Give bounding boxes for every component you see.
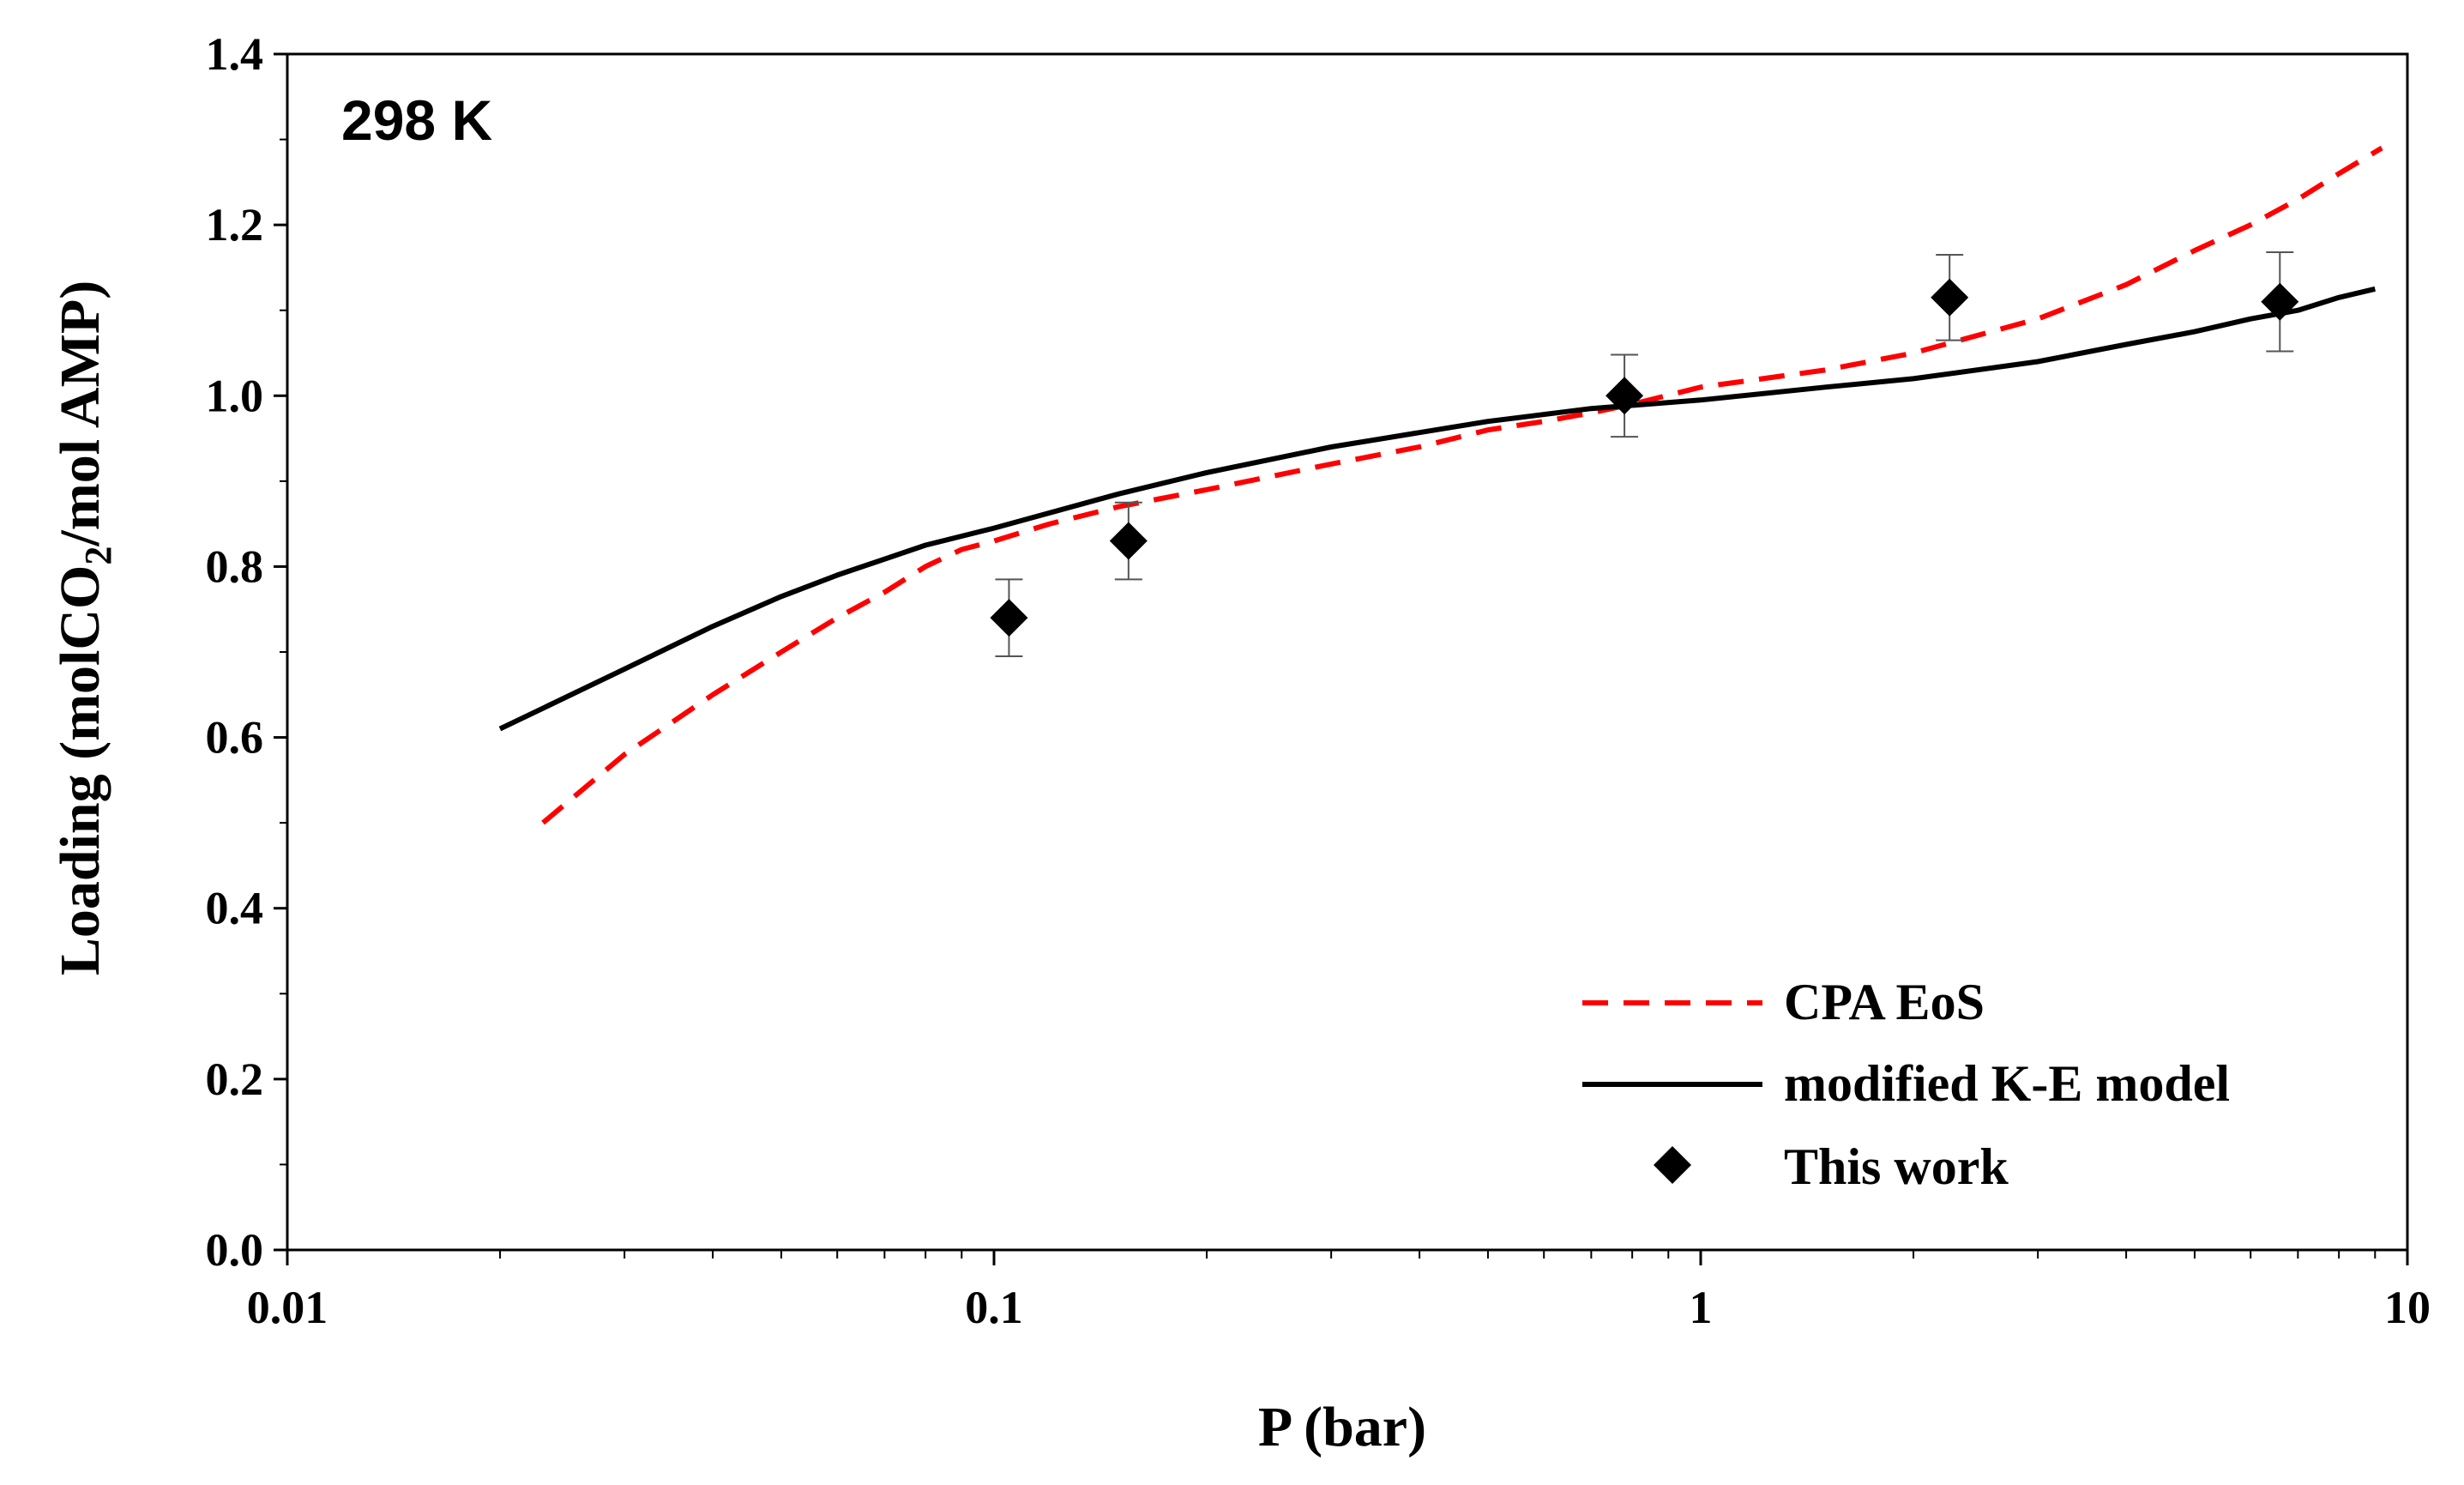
x-minor-ticks bbox=[499, 1250, 2377, 1259]
x-tick-label: 0.01 bbox=[247, 1282, 328, 1333]
series-line-cpa-eos bbox=[541, 145, 2383, 825]
y-tick-label: 0.2 bbox=[206, 1053, 264, 1105]
data-point-diamond bbox=[2261, 282, 2299, 321]
x-tick-label: 10 bbox=[2384, 1282, 2431, 1333]
temperature-annotation: 298 K bbox=[341, 88, 492, 152]
y-axis-title-subscript: 2 bbox=[77, 546, 119, 565]
legend-label-cpa-eos: CPA EoS bbox=[1784, 974, 1985, 1030]
y-tick-label: 0.0 bbox=[206, 1224, 264, 1276]
x-axis: 0.01 0.1 1 10 bbox=[247, 1250, 2431, 1333]
legend-label-this-work: This work bbox=[1784, 1138, 2009, 1195]
data-point-diamond bbox=[990, 599, 1028, 637]
y-tick-label: 0.6 bbox=[206, 712, 264, 764]
legend-label-modified-ke-model: modified K-E model bbox=[1784, 1055, 2230, 1112]
x-tick-label: 1 bbox=[1690, 1282, 1713, 1333]
series-layer bbox=[498, 145, 2383, 825]
data-point-diamond bbox=[1109, 522, 1148, 560]
data-point-diamond bbox=[1931, 278, 1969, 317]
y-tick-label: 1.4 bbox=[206, 28, 264, 80]
y-axis-title: Loading (molCO2/mol AMP) bbox=[49, 281, 119, 975]
legend-marker-diamond bbox=[1654, 1146, 1691, 1184]
y-tick-label: 0.4 bbox=[206, 883, 264, 934]
y-axis: 0.0 0.2 0.4 0.6 0.8 1.0 1.2 1.4 bbox=[206, 28, 287, 1276]
y-axis-title-suffix: /mol AMP) bbox=[49, 281, 111, 547]
data-point-diamond bbox=[1606, 377, 1644, 415]
series-line-modified-k-e-model bbox=[498, 286, 2376, 732]
x-axis-title: P (bar) bbox=[1258, 1396, 1426, 1458]
legend: CPA EoS modified K-E model This work bbox=[1582, 974, 2230, 1195]
y-tick-label: 1.2 bbox=[206, 199, 264, 251]
y-axis-title-prefix: Loading (molCO bbox=[49, 565, 111, 976]
y-tick-label: 0.8 bbox=[206, 540, 264, 592]
x-tick-label: 0.1 bbox=[965, 1282, 1023, 1333]
y-tick-label: 1.0 bbox=[206, 370, 264, 421]
